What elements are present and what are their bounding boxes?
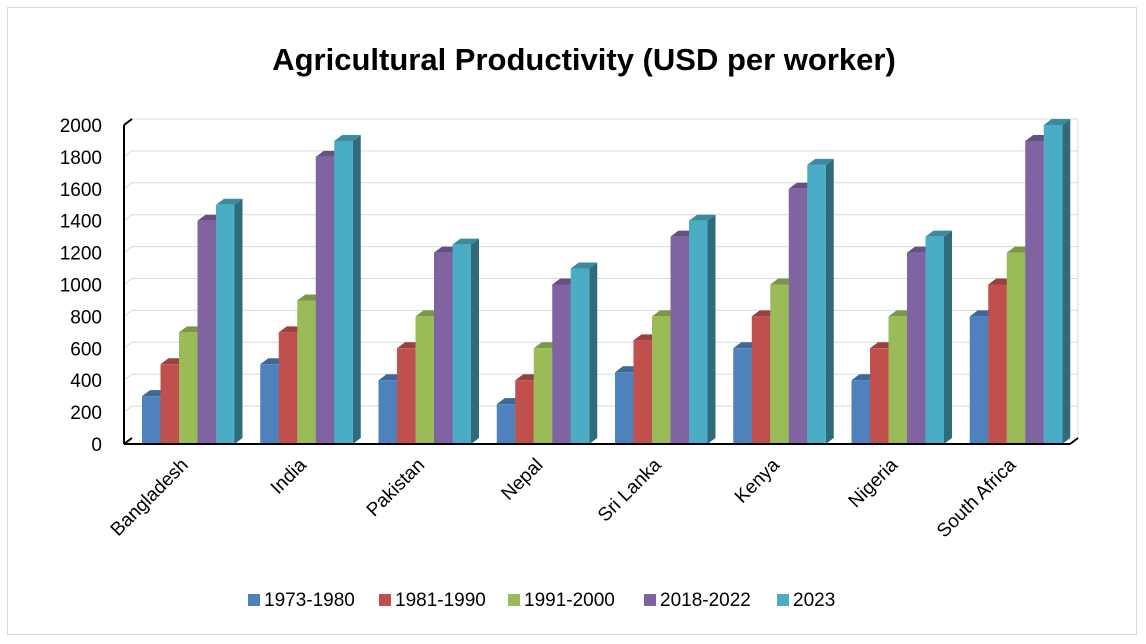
x-axis-ticks: Bangladesh India Pakistan Nepal Sri Lanka Ken… bbox=[107, 454, 1021, 542]
gridline bbox=[123, 150, 1078, 158]
y-tick-label: 0 bbox=[91, 435, 102, 456]
legend: 1973-1980 1981-1990 1991-2000 2018-2022 2023 bbox=[248, 590, 835, 611]
y-tick-label: 400 bbox=[70, 371, 102, 392]
legend-item: 2018-2022 bbox=[644, 590, 751, 611]
bar bbox=[1043, 119, 1071, 444]
x-tick-label: Pakistan bbox=[363, 455, 429, 521]
bar bbox=[452, 238, 479, 444]
bar-chart: Agricultural Productivity (USD per worke… bbox=[60, 42, 1079, 611]
legend-swatch bbox=[777, 594, 789, 606]
chart-area: Agricultural Productivity (USD per worke… bbox=[7, 7, 1137, 635]
gridlines bbox=[123, 118, 1079, 438]
y-tick-label: 1000 bbox=[60, 276, 102, 297]
bar bbox=[925, 230, 952, 444]
legend-swatch bbox=[644, 594, 656, 606]
legend-label: 1981-1990 bbox=[395, 590, 486, 611]
gridline bbox=[123, 278, 1078, 285]
y-axis-ticks: 0 200 400 600 800 1000 1200 1400 1600 1800 2000 bbox=[60, 116, 102, 456]
legend-item: 1973-1980 bbox=[248, 590, 355, 611]
y-tick-label: 600 bbox=[70, 339, 102, 360]
legend-label: 2018-2022 bbox=[660, 590, 751, 611]
y-tick-label: 1600 bbox=[60, 180, 102, 201]
legend-label: 1991-2000 bbox=[524, 590, 615, 611]
gridline bbox=[123, 182, 1078, 190]
gridline bbox=[123, 118, 1078, 126]
legend-swatch bbox=[379, 594, 391, 606]
x-tick-label: Nigeria bbox=[845, 454, 903, 512]
legend-item: 1991-2000 bbox=[508, 590, 615, 611]
axes bbox=[123, 118, 1079, 445]
y-tick-label: 200 bbox=[70, 403, 102, 424]
x-tick-label: Kenya bbox=[731, 454, 784, 507]
y-tick-label: 1200 bbox=[60, 244, 102, 265]
x-tick-label: Sri Lanka bbox=[594, 454, 666, 526]
legend-label: 2023 bbox=[793, 590, 835, 611]
bar bbox=[689, 214, 716, 444]
legend-label: 1973-1980 bbox=[264, 590, 355, 611]
gridline bbox=[123, 246, 1078, 254]
legend-item: 1981-1990 bbox=[379, 590, 486, 611]
y-tick-label: 1400 bbox=[60, 212, 102, 233]
bar bbox=[334, 134, 361, 444]
x-tick-label: India bbox=[267, 454, 311, 498]
x-tick-label: South Africa bbox=[933, 454, 1021, 542]
legend-swatch bbox=[508, 594, 520, 606]
bars bbox=[142, 119, 1071, 445]
legend-item: 2023 bbox=[777, 590, 835, 611]
y-tick-label: 800 bbox=[70, 307, 102, 328]
y-tick-label: 2000 bbox=[60, 116, 102, 137]
y-tick-label: 1800 bbox=[60, 148, 102, 169]
x-tick-label: Bangladesh bbox=[107, 455, 193, 541]
bar bbox=[570, 262, 598, 444]
gridline bbox=[123, 214, 1078, 222]
bar bbox=[216, 198, 243, 444]
x-tick-label: Nepal bbox=[497, 455, 547, 505]
bar bbox=[807, 158, 834, 444]
legend-swatch bbox=[248, 594, 260, 606]
chart-title: Agricultural Productivity (USD per worke… bbox=[272, 42, 896, 77]
